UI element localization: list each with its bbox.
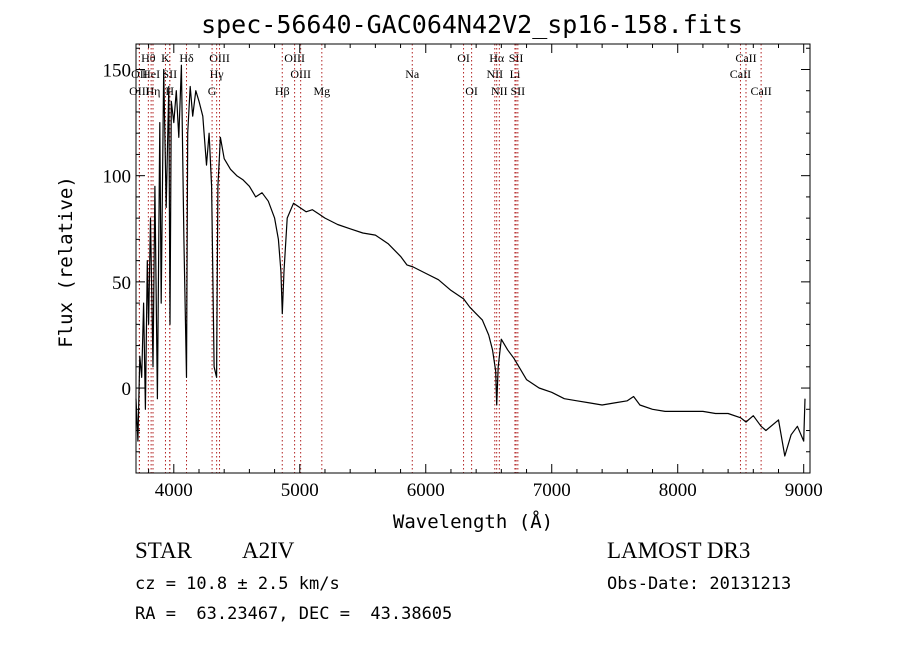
survey-label: LAMOST DR3 xyxy=(607,538,751,563)
line-label: Hα xyxy=(489,51,505,65)
series-line-flux xyxy=(135,64,806,457)
line-label: NII xyxy=(491,84,508,98)
line-label: HeI xyxy=(142,67,160,81)
y-tick-label: 150 xyxy=(103,60,132,81)
x-tick-label: 9000 xyxy=(785,480,823,501)
x-tick-label: 5000 xyxy=(281,480,319,501)
line-label: H xyxy=(165,84,174,98)
x-tick-label: 4000 xyxy=(155,480,193,501)
line-label: Hθ xyxy=(141,51,156,65)
line-label: Hη xyxy=(146,84,161,98)
obs-date-line: Obs-Date: 20131213 xyxy=(607,574,792,594)
line-label: Hγ xyxy=(210,67,225,81)
axis-ticks: 4000 5000 6000 7000 8000 9000 0 50 100 150 xyxy=(103,44,823,501)
line-label: SII xyxy=(509,51,524,65)
line-label: OIII xyxy=(209,51,230,65)
line-label: OI xyxy=(465,84,478,98)
line-label: OI xyxy=(457,51,470,65)
line-label: NII xyxy=(486,67,503,81)
line-label: Mg xyxy=(313,84,330,98)
line-label: OIII xyxy=(284,51,305,65)
x-tick-label: 7000 xyxy=(533,480,571,501)
line-label: CaII xyxy=(750,84,771,98)
y-axis-title: Flux (relative) xyxy=(55,176,77,348)
line-label: Li xyxy=(510,67,521,81)
line-label: OIII xyxy=(290,67,311,81)
line-label: CaII xyxy=(730,67,751,81)
redshift-line: cz = 10.8 ± 2.5 km/s xyxy=(135,574,340,594)
line-label: K xyxy=(161,51,170,65)
flux-series xyxy=(135,64,806,457)
y-tick-label: 50 xyxy=(112,273,131,294)
line-label: SII xyxy=(162,67,177,81)
line-label: Hδ xyxy=(179,51,194,65)
line-label: OII xyxy=(131,67,148,81)
x-axis-title: Wavelength (Å) xyxy=(393,510,553,533)
y-tick-label: 100 xyxy=(103,167,132,188)
plot-frame xyxy=(135,43,811,474)
y-tick-label: 0 xyxy=(122,379,132,400)
line-label: G xyxy=(208,84,217,98)
chart-title: spec-56640-GAC064N42V2_sp16-158.fits xyxy=(201,10,743,39)
x-tick-label: 6000 xyxy=(407,480,445,501)
line-label: Na xyxy=(405,67,420,81)
line-label: SII xyxy=(511,84,526,98)
x-tick-label: 8000 xyxy=(659,480,697,501)
coords-line: RA = 63.23467, DEC = 43.38605 xyxy=(135,604,453,624)
object-class: STAR xyxy=(135,538,192,563)
object-subclass: A2IV xyxy=(242,538,295,563)
line-label: Hβ xyxy=(275,84,290,98)
line-label: CaII xyxy=(735,51,756,65)
